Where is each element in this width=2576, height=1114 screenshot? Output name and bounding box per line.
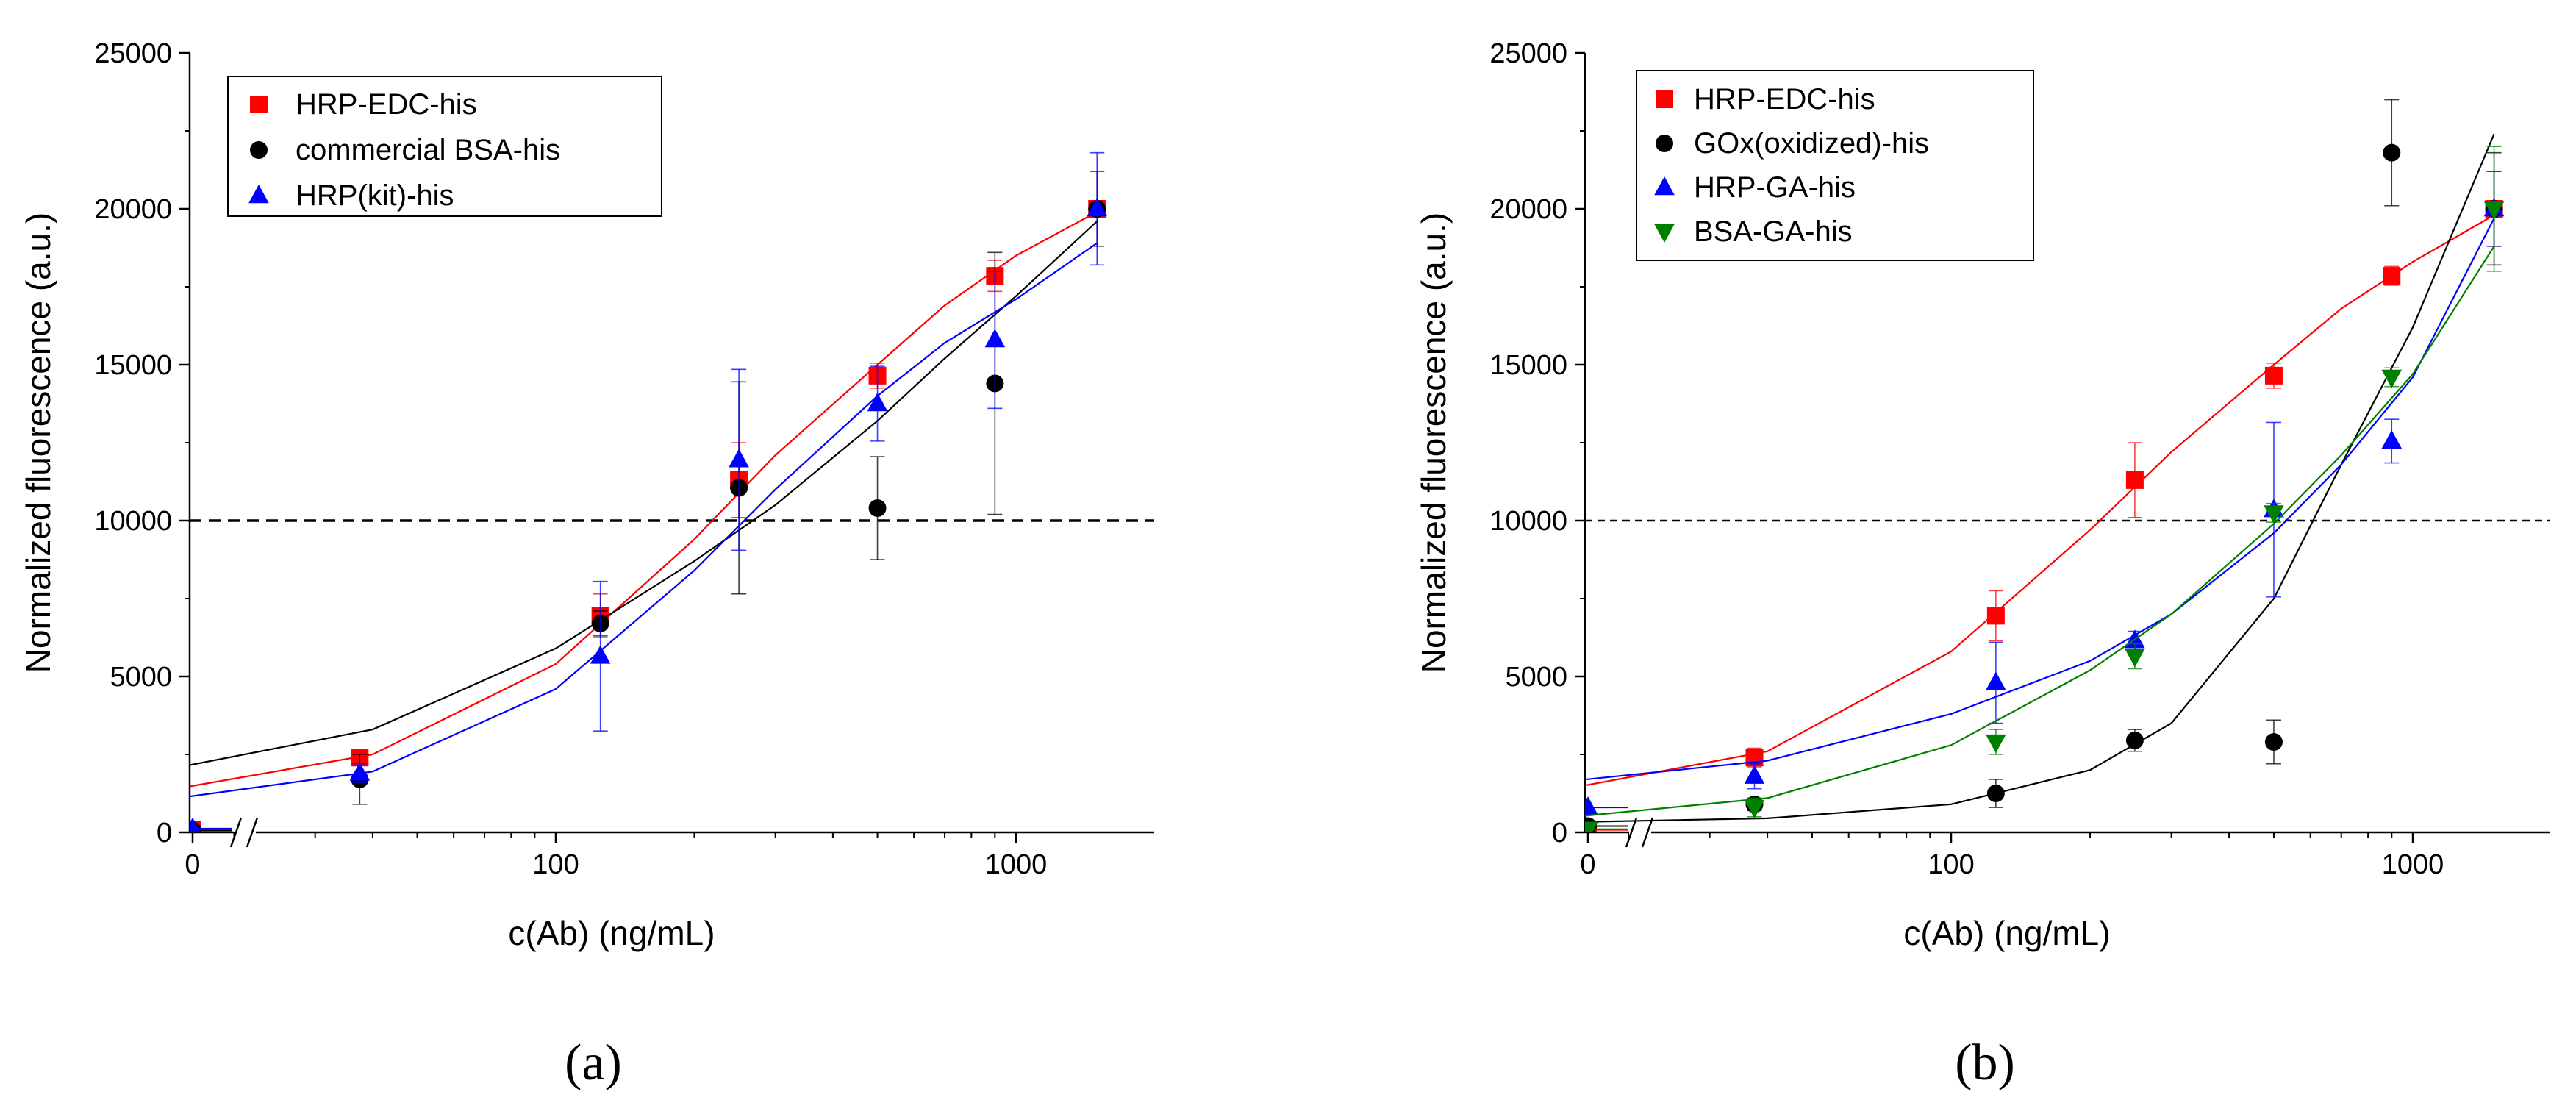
legend-label: commercial BSA-his: [296, 134, 560, 166]
legend-marker: [1656, 135, 1673, 152]
plot-area: [190, 151, 1108, 832]
x-tick-label: 1000: [2382, 849, 2444, 880]
legend-box: [227, 76, 662, 217]
data-point: [2264, 505, 2284, 524]
series-BSA-GA-his: [1585, 146, 2505, 832]
fit-curve: [190, 211, 1098, 788]
axis-break-mark: [1625, 817, 1638, 848]
y-axis-title: Normalized fluorescence (a.u.): [19, 213, 57, 673]
x-tick-label: 0: [1580, 849, 1595, 880]
y-tick-label: 0: [157, 818, 172, 849]
data-point: [2125, 649, 2145, 668]
data-point: [1585, 821, 1598, 832]
fit-curve: [1585, 246, 2495, 817]
data-point: [190, 817, 201, 832]
series-commercial BSA-his: [190, 171, 1106, 832]
legend-marker: [1654, 224, 1675, 243]
series-HRP(kit)-his: [190, 151, 1108, 832]
plot-area: [1585, 99, 2505, 832]
y-tick-label: 15000: [94, 350, 172, 381]
legend-entry: HRP-EDC-his: [250, 88, 477, 121]
series-HRP-GA-his: [1585, 171, 2505, 815]
data-point: [590, 645, 611, 664]
legend-entry: GOx(oxidized)-his: [1656, 127, 1929, 160]
data-point: [2483, 201, 2505, 220]
data-point: [1087, 198, 1108, 217]
x-tick-label: 100: [1928, 849, 1974, 880]
axis-break-mark: [1641, 817, 1654, 848]
legend-label: HRP-GA-his: [1694, 171, 1856, 204]
data-point: [984, 329, 1006, 348]
legend-entry: HRP-GA-his: [1654, 171, 1856, 204]
axis-break-mark: [246, 817, 259, 848]
axis-break-mark: [229, 817, 243, 848]
data-point: [867, 393, 888, 412]
legend-marker: [250, 141, 268, 159]
legend-label: HRP(kit)-his: [296, 179, 454, 212]
y-tick-label: 15000: [1489, 350, 1567, 381]
legend-marker: [248, 185, 269, 204]
legend-box: [1636, 70, 2034, 261]
data-point: [1986, 734, 2006, 754]
fit-curve: [190, 221, 1098, 766]
x-axis-title: c(Ab) (ng/mL): [1903, 914, 2110, 952]
x-tick-label: 0: [185, 849, 200, 880]
axes: 0 5000 10000 15000 20000 25000 0 100 1000: [94, 38, 1154, 880]
y-axis-title: Normalized fluorescence (a.u.): [1414, 213, 1453, 673]
legend-entry: HRP-EDC-his: [1656, 83, 1875, 115]
data-point: [349, 762, 371, 781]
panel-b: 0 5000 10000 15000 20000 25000 0 100 1000 Normal…: [1414, 38, 2550, 1091]
data-point: [1744, 765, 1765, 784]
data-point: [1986, 607, 2005, 625]
legend-label: BSA-GA-his: [1694, 215, 1853, 248]
y-tick-label: 0: [1552, 818, 1567, 849]
y-tick-label: 20000: [94, 194, 172, 225]
legend-entry: BSA-GA-his: [1654, 215, 1853, 248]
y-tick-label: 10000: [94, 506, 172, 537]
data-point: [2125, 731, 2144, 749]
data-point: [2264, 366, 2283, 385]
data-point: [2125, 471, 2144, 489]
data-point: [1585, 796, 1598, 815]
legend-marker: [1654, 176, 1675, 196]
y-tick-label: 10000: [1489, 506, 1567, 537]
panel-label: (a): [565, 1035, 622, 1091]
data-point: [729, 449, 749, 468]
data-point: [2381, 369, 2403, 388]
axes: 0 5000 10000 15000 20000 25000 0 100 1000: [1489, 38, 2550, 880]
data-point: [2264, 733, 2283, 751]
legend-label: HRP-EDC-his: [1694, 83, 1875, 115]
data-point: [2383, 267, 2401, 285]
legend-label: HRP-EDC-his: [296, 88, 477, 121]
legend-entry: commercial BSA-his: [250, 134, 560, 166]
y-tick-label: 20000: [1489, 194, 1567, 225]
fit-curve: [1585, 214, 2495, 787]
data-point: [1986, 671, 2006, 690]
legend: HRP-EDC-his commercial BSA-his HRP(kit)-…: [227, 76, 662, 217]
y-tick-label: 25000: [1489, 38, 1567, 69]
data-point: [868, 499, 887, 518]
axis-break-gap: [235, 816, 254, 849]
x-tick-label: 1000: [985, 849, 1048, 880]
panel-a: 0 5000 10000 15000 20000 25000 0 100 1000 Normal…: [19, 38, 1154, 1091]
legend: HRP-EDC-his GOx(oxidized)-his HRP-GA-his…: [1636, 70, 2034, 261]
fit-curve: [190, 242, 1098, 798]
data-point: [2383, 143, 2401, 162]
y-tick-label: 25000: [94, 38, 172, 69]
legend-marker: [1656, 90, 1673, 108]
data-point: [1986, 785, 2005, 802]
y-tick-label: 5000: [1505, 662, 1567, 693]
legend-entry: HRP(kit)-his: [248, 179, 454, 212]
legend-marker: [250, 96, 268, 113]
data-point: [2381, 429, 2403, 449]
panel-label: (b): [1955, 1035, 2015, 1091]
legend-label: GOx(oxidized)-his: [1694, 127, 1929, 160]
data-point: [1744, 799, 1765, 819]
x-axis-title: c(Ab) (ng/mL): [508, 914, 715, 952]
y-tick-label: 5000: [110, 662, 172, 693]
series-HRP-EDC-his: [1585, 171, 2503, 832]
x-tick-label: 100: [532, 849, 579, 880]
